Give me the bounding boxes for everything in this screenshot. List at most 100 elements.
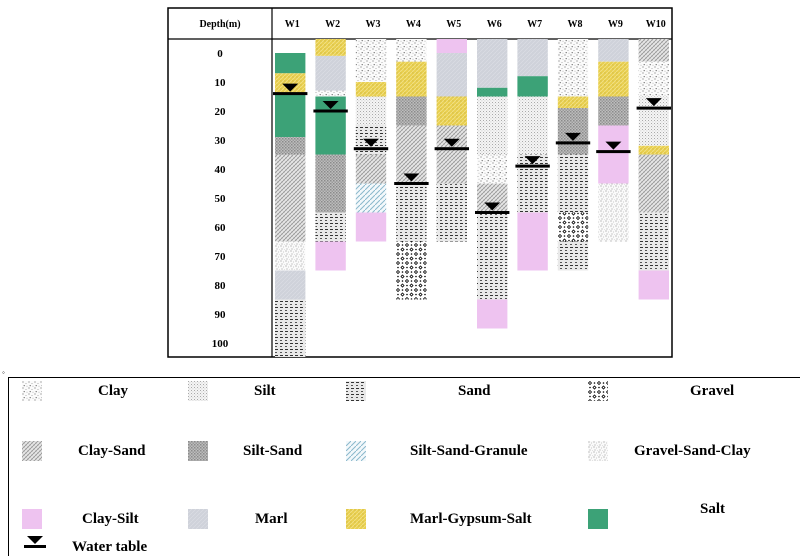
layer-clay-sand — [436, 125, 467, 184]
water-table-marker — [565, 132, 581, 141]
depth-tick-label: 70 — [215, 251, 227, 263]
legend-label-clay-silt: Clay-Silt — [82, 511, 139, 527]
layer-marl-gypsum-salt — [355, 82, 387, 97]
clay-sand-swatch-icon — [22, 441, 42, 461]
well-column-w8: W8 — [555, 19, 591, 271]
water-table-line — [313, 109, 348, 113]
water-table-marker — [282, 83, 299, 92]
silt-sand-granule-swatch-icon — [346, 441, 366, 461]
depth-tick-label: 80 — [215, 280, 227, 292]
layer-clay-silt — [436, 39, 467, 53]
depth-tick-label: 60 — [215, 222, 227, 234]
layer-marl-gypsum-salt — [436, 96, 467, 126]
water-table-line — [515, 164, 550, 168]
well-column-w6: W6 — [475, 19, 510, 329]
salt-swatch-icon — [588, 509, 608, 529]
layer-silt-sand — [275, 137, 306, 155]
water-table-marker — [363, 138, 379, 147]
water-table-marker — [524, 156, 541, 165]
water-table-line — [353, 147, 389, 151]
water-table-line — [475, 211, 510, 214]
well-column-w3: W3 — [353, 19, 389, 242]
depth-tick-label: 90 — [215, 309, 227, 321]
well-label: W2 — [325, 19, 340, 30]
legend-label-clay: Clay — [98, 383, 128, 399]
layer-clay — [557, 39, 589, 97]
layer-clay-sand — [355, 154, 387, 184]
water-table-line — [434, 147, 469, 151]
stratigraphic-chart: Depth(m) 0 10 20 30 40 50 60 70 80 90 100 W1 W2 W3 W4… — [167, 7, 673, 358]
layer-salt — [477, 87, 508, 97]
layer-salt — [517, 76, 548, 97]
layer-sand — [396, 183, 427, 242]
layer-gravel-sand-clay — [598, 183, 629, 242]
well-column-w9: W9 — [596, 19, 631, 242]
clay-swatch-icon — [22, 381, 42, 401]
layer-marl-gypsum-salt — [315, 39, 346, 56]
layer-silt — [355, 96, 387, 126]
water-table-marker — [443, 138, 460, 147]
layer-clay — [355, 39, 387, 82]
layer-salt — [275, 53, 306, 74]
depth-header: Depth(m) — [199, 19, 240, 30]
layer-sand — [275, 299, 306, 357]
layer-clay-sand — [638, 154, 669, 213]
layer-silt-sand-granule — [355, 183, 387, 213]
well-column-w5: W5 — [434, 19, 469, 242]
layer-sand — [315, 212, 346, 242]
layer-marl — [275, 270, 306, 300]
legend-label-gravel-sand-clay: Gravel-Sand-Clay — [634, 443, 751, 459]
well-label: W9 — [608, 19, 623, 30]
legend-label-silt: Silt — [254, 383, 276, 399]
layer-clay-silt — [477, 299, 508, 329]
sand-swatch-icon — [346, 381, 366, 401]
well-column-w4: W4 — [394, 19, 429, 300]
depth-tick-label: 40 — [215, 164, 227, 176]
legend-label-marl-gypsum-salt: Marl-Gypsum-Salt — [410, 511, 532, 527]
marl-swatch-icon — [188, 509, 208, 529]
layer-clay — [477, 154, 508, 184]
water-table-marker — [322, 101, 339, 109]
legend-label-salt: Salt — [700, 501, 726, 517]
layer-silt-sand — [396, 96, 427, 126]
layer-sand — [436, 183, 467, 242]
depth-tick-label: 20 — [215, 106, 227, 118]
layer-clay-silt — [638, 270, 669, 300]
layer-marl — [598, 39, 629, 62]
water-table-line — [555, 141, 591, 145]
layer-clay — [396, 39, 427, 62]
layer-silt — [517, 96, 548, 155]
layer-gravel — [557, 212, 589, 242]
layer-sand — [517, 154, 548, 213]
layer-silt-sand — [598, 96, 629, 126]
layer-clay-sand — [275, 154, 306, 242]
water-table-marker — [645, 98, 662, 107]
depth-tick-label: 30 — [215, 135, 227, 147]
water-table-line — [596, 150, 631, 154]
layer-sand — [557, 241, 589, 271]
well-label: W4 — [406, 19, 421, 30]
layer-silt-sand — [315, 154, 346, 213]
well-column-w7: W7 — [515, 19, 550, 271]
water-table-marker — [605, 141, 622, 150]
layer-silt-sand — [557, 108, 589, 155]
layer-salt — [275, 93, 306, 138]
legend-left-rule — [8, 377, 9, 556]
legend-top-rule — [8, 377, 800, 378]
gravel-sand-clay-swatch-icon — [588, 441, 608, 461]
well-label: W7 — [527, 19, 542, 30]
well-column-w1: W1 — [273, 19, 308, 357]
layer-clay-silt — [517, 212, 548, 271]
water-table-marker — [484, 202, 501, 211]
layer-clay — [638, 61, 669, 97]
layer-marl — [517, 39, 548, 77]
well-column-w10: W10 — [636, 19, 671, 300]
well-label: W3 — [366, 19, 381, 30]
silt-sand-swatch-icon — [188, 441, 208, 461]
layer-sand — [557, 154, 589, 213]
well-label: W6 — [487, 19, 502, 30]
layer-clay-silt — [598, 125, 629, 184]
marl-gypsum-salt-swatch-icon — [346, 509, 366, 529]
layer-marl-gypsum-salt — [557, 96, 589, 109]
corner-mark: ◦ — [2, 368, 5, 377]
